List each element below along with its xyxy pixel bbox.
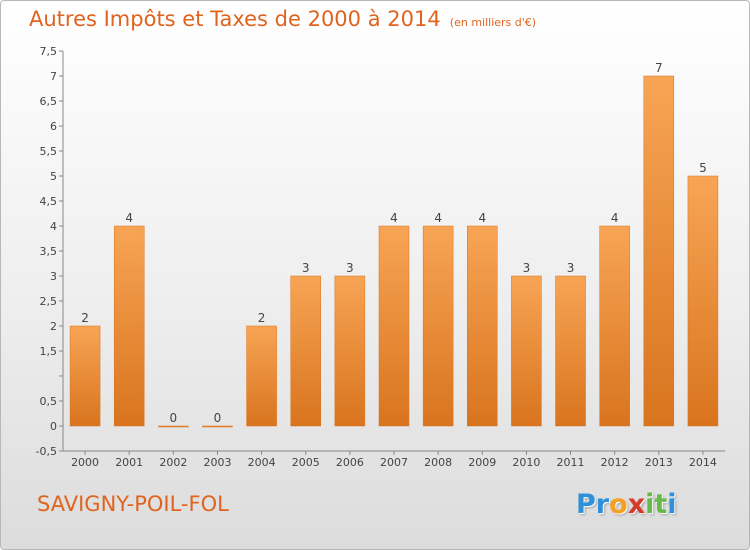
y-tick-label: -0,5 [36,445,57,458]
x-tick-label: 2002 [159,456,187,469]
y-tick-label: 0,5 [40,395,58,408]
x-tick-label: 2010 [512,456,540,469]
bar [467,225,498,427]
y-tick-label: 5 [50,170,57,183]
bar [334,275,366,427]
bar-value-label: 4 [611,211,619,225]
x-tick-label: 2011 [557,456,585,469]
y-tick-label: 0 [50,420,57,433]
bar-value-label: 2 [258,311,266,325]
y-tick-label: 1,5 [40,345,58,358]
bar-value-label: 2 [81,311,89,325]
bar [246,325,277,427]
chart-title: Autres Impôts et Taxes de 2000 à 2014 [29,7,441,31]
bar-value-label: 0 [214,411,222,425]
x-tick-label: 2003 [203,456,231,469]
bar [69,325,101,427]
x-tick-label: 2005 [292,456,320,469]
y-tick-label: 3,5 [40,245,58,258]
bar [511,275,542,427]
bar [378,225,410,427]
logo-letter: t [654,489,668,520]
y-tick-label: 6,5 [40,95,58,108]
y-tick-label: 6 [50,120,57,133]
x-tick-label: 2009 [468,456,496,469]
y-tick-label: 2,5 [40,295,58,308]
bar-value-label: 4 [125,211,133,225]
logo-letter: x [627,489,646,520]
bar [599,225,630,427]
bar-value-label: 5 [699,161,707,175]
logo-letter: o [609,489,628,520]
bar-value-label: 7 [655,61,663,75]
x-tick-label: 2004 [248,456,276,469]
bar [643,75,675,427]
bar [158,425,189,428]
proxiti-logo: Proxiti [576,489,677,520]
bar-value-label: 4 [434,211,442,225]
y-tick-label: 5,5 [40,145,58,158]
logo-letter: P [576,489,596,520]
x-tick-label: 2008 [424,456,452,469]
bar [687,175,719,427]
bar [202,425,233,428]
chart-title-block: Autres Impôts et Taxes de 2000 à 2014 (e… [29,7,536,31]
logo-letter: i [667,489,677,520]
y-tick-label: 7 [50,70,57,83]
x-tick-label: 2000 [71,456,99,469]
x-tick-label: 2007 [380,456,408,469]
bar-value-label: 0 [170,411,178,425]
x-tick-label: 2006 [336,456,364,469]
bar-value-label: 4 [478,211,486,225]
y-tick-label: 3 [50,270,57,283]
y-tick-label: 2 [50,320,57,333]
y-tick-label: 4 [50,220,57,233]
y-tick-label: 4,5 [40,195,58,208]
x-tick-label: 2013 [645,456,673,469]
bar-value-label: 4 [390,211,398,225]
logo-letter: i [645,489,655,520]
chart-subtitle: (en milliers d'€) [449,16,537,29]
commune-name: SAVIGNY-POIL-FOL [37,492,229,516]
bar [555,275,586,427]
bar-value-label: 3 [523,261,531,275]
bar-value-label: 3 [302,261,310,275]
bar [422,225,454,427]
bar [113,225,145,427]
x-tick-label: 2001 [115,456,143,469]
bar [290,275,321,427]
x-tick-label: 2012 [601,456,629,469]
y-tick-label: 7,5 [40,45,58,58]
bar-value-label: 3 [346,261,354,275]
logo-letter: r [595,489,610,520]
bar-value-label: 3 [567,261,575,275]
x-tick-label: 2014 [689,456,717,469]
